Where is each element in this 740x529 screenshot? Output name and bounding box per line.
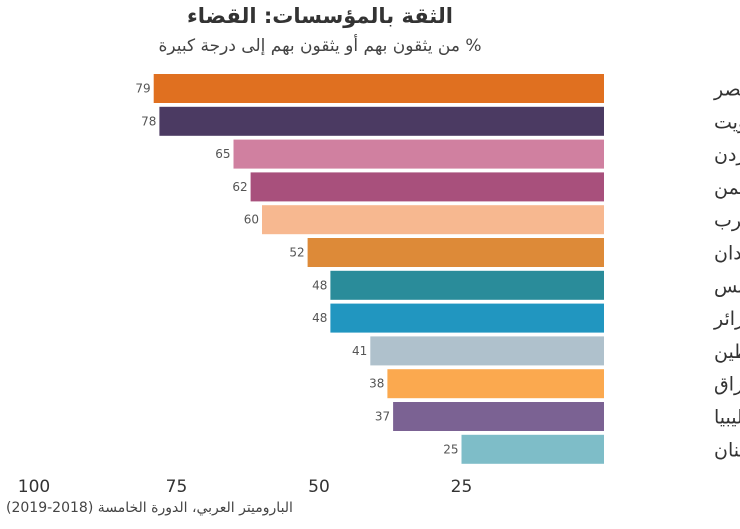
x-tick-label: 50 [308, 477, 330, 497]
chart-title: الثقة بالمؤسسات: القضاء [187, 4, 453, 28]
category-label: ليبيا [714, 407, 740, 429]
source-note: الباروميتر العربي، الدورة الخامسة (2018-… [6, 500, 293, 516]
bar-3 [233, 139, 604, 169]
value-label: 52 [289, 246, 304, 260]
x-tick-label: 25 [451, 477, 473, 497]
value-label: 41 [352, 344, 367, 358]
value-label: 48 [312, 311, 327, 325]
value-label: 48 [312, 278, 327, 292]
bar-6 [307, 238, 604, 267]
value-label: 79 [135, 82, 150, 96]
category-label: الجزائر [713, 308, 740, 330]
category-label: المغرب [714, 210, 740, 232]
value-label: 65 [215, 147, 230, 161]
bar-10 [387, 369, 604, 399]
x-tick-label: 75 [166, 477, 188, 497]
bar-12 [461, 434, 604, 464]
bar-5 [262, 205, 604, 235]
bar-1 [153, 74, 604, 103]
category-label: فلسطين [714, 341, 740, 363]
category-label: اليمن [714, 177, 740, 199]
category-label: تونس [714, 275, 740, 297]
bar-9 [370, 336, 604, 366]
value-label: 78 [141, 114, 156, 128]
value-label: 37 [375, 410, 390, 424]
category-label: السودان [714, 243, 740, 265]
bar-11 [393, 402, 604, 431]
bar-7 [330, 270, 604, 300]
category-label: مصر [713, 79, 740, 101]
bar-2 [159, 106, 604, 136]
category-label: الأردن [714, 143, 740, 166]
value-label: 25 [443, 442, 458, 456]
value-label: 62 [232, 180, 247, 194]
category-label: العراق [714, 374, 740, 396]
category-label: الكويت [714, 111, 740, 133]
bar-4 [250, 172, 604, 202]
chart-subtitle: % من يثقون بهم أو يثقون بهم إلى درجة كبي… [158, 36, 482, 56]
value-label: 60 [244, 213, 259, 227]
x-tick-label: 100 [18, 477, 50, 497]
category-label: لبنان [714, 439, 740, 461]
value-label: 38 [369, 377, 384, 391]
bar-8 [330, 303, 604, 333]
